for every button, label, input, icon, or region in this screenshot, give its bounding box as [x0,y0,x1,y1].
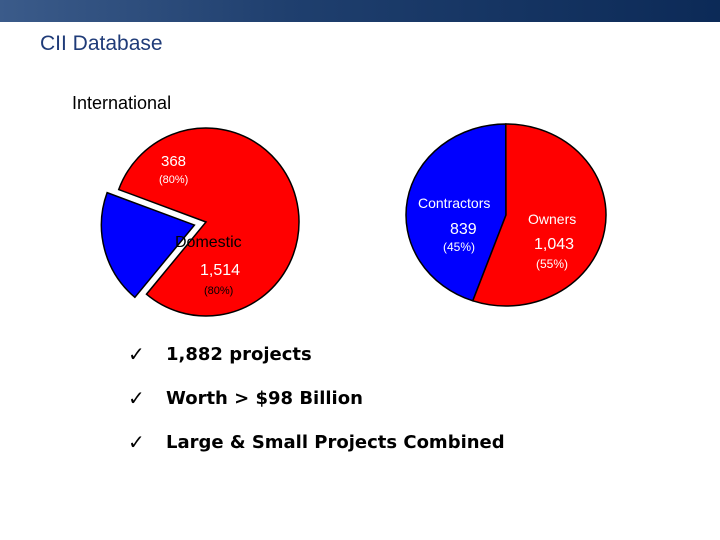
pie-chart-domestic-international [100,127,300,317]
checkmark-icon: ✓ [128,342,145,366]
pie2-slice-1 [471,123,607,307]
bullet-item: ✓ Worth > $98 Billion [128,376,505,420]
bullet-text: 1,882 projects [166,343,312,365]
pie2-slice-0 [405,123,507,302]
bullet-item: ✓ Large & Small Projects Combined [128,420,505,464]
domestic-value-label: 1,514 [200,262,240,279]
checkmark-icon: ✓ [128,386,145,410]
owners-name-label: Owners [528,211,576,227]
domestic-percent-label: (80%) [204,285,233,297]
domestic-name-label: Domestic [175,234,242,251]
contractors-value-label: 839 [450,221,477,238]
owners-value-label: 1,043 [534,236,574,253]
owners-percent-label: (55%) [536,257,568,271]
bullet-text: Worth > $98 Billion [166,387,363,409]
contractors-percent-label: (45%) [443,240,475,254]
intl-value-label: 368 [161,153,186,170]
chart-title-international: International [72,93,172,113]
pie1-slice-1 [100,191,196,299]
page-title: CII Database [40,32,163,55]
pie-chart-contractors-owners [405,123,607,307]
pie1-slice-0 [117,127,300,317]
intl-percent-label: (80%) [159,174,188,186]
header-bar [0,0,720,22]
checkmark-icon: ✓ [128,430,145,454]
bullet-text: Large & Small Projects Combined [166,431,505,453]
bullet-list: ✓ 1,882 projects ✓ Worth > $98 Billion ✓… [128,332,505,464]
contractors-name-label: Contractors [418,195,490,211]
bullet-item: ✓ 1,882 projects [128,332,505,376]
